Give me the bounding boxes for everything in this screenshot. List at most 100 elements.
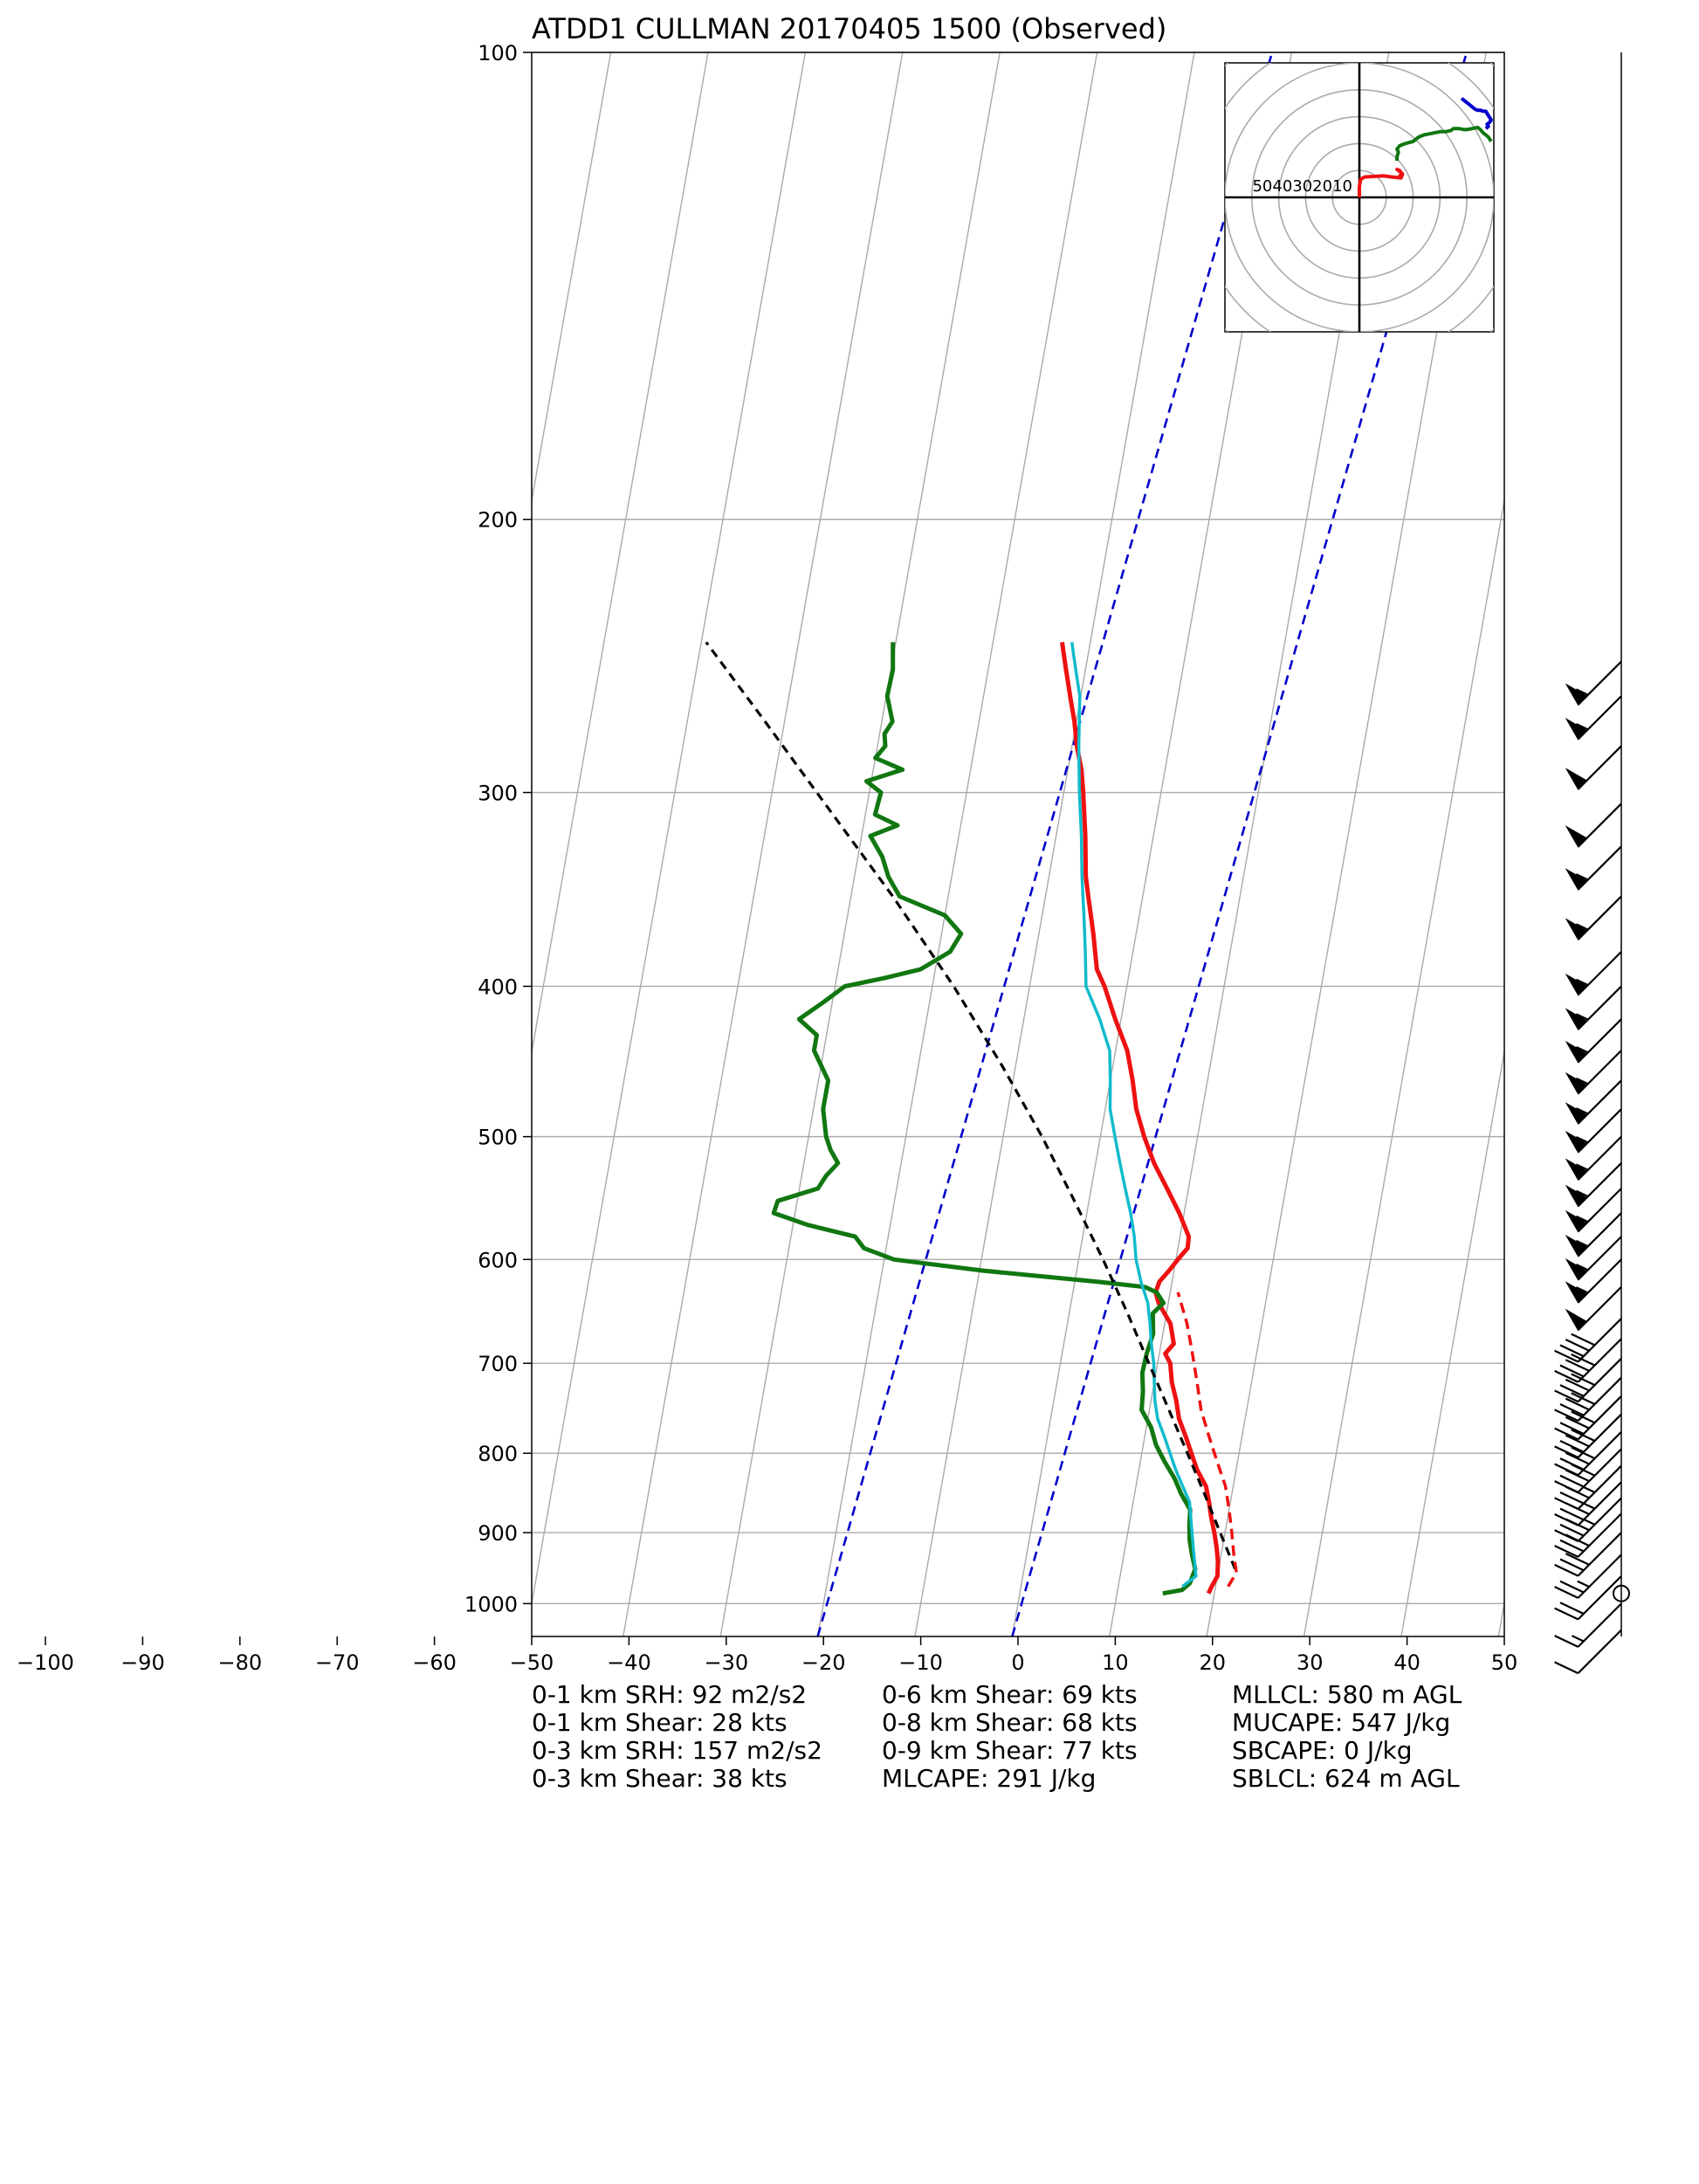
x-tick-label: −10 — [898, 1650, 943, 1675]
isotherm-40 — [1400, 1048, 1504, 1636]
barb-pennant — [1565, 868, 1588, 891]
barb-full — [1559, 1580, 1585, 1594]
stat-shear-0-9: 0-9 km Shear: 77 kts — [882, 1736, 1138, 1765]
barb-shaft — [1577, 1464, 1622, 1510]
parcel-line — [705, 641, 1237, 1570]
barb-shaft — [1577, 1512, 1622, 1558]
barb-pennant — [1565, 717, 1588, 741]
isotherm--100 — [39, 52, 319, 1636]
isotherm--130 — [0, 52, 27, 1636]
stat-mucape: MUCAPE: 547 J/kg — [1232, 1708, 1451, 1737]
barb-full — [1559, 1439, 1585, 1453]
barb-pennant — [1565, 1184, 1588, 1208]
barb-full — [1554, 1409, 1579, 1423]
barb-shaft — [1577, 1602, 1622, 1648]
stat-srh-0-1: 0-1 km SRH: 92 m2/s2 — [532, 1680, 808, 1709]
barb-full — [1559, 1491, 1585, 1505]
barb-half — [1575, 1013, 1589, 1021]
barb-full — [1565, 1502, 1590, 1516]
wind-barb — [1565, 895, 1622, 940]
barb-full — [1559, 1602, 1585, 1615]
barb-pennant — [1565, 918, 1588, 940]
barb-pennant — [1565, 1257, 1588, 1281]
y-tick-label: 500 — [478, 1126, 518, 1150]
wind-barb — [1565, 1212, 1622, 1257]
barb-pennant — [1565, 1234, 1588, 1257]
stat-srh-0-3: 0-3 km SRH: 157 m2/s2 — [532, 1736, 822, 1765]
isotherm--40 — [623, 52, 904, 1636]
barb-shaft — [1577, 1376, 1622, 1422]
x-axis: −100 −90 −80 −70 −60 −50 −40 −30 −20 −10 0 10 20 30 40… — [17, 1636, 1517, 1675]
barb-pennant — [1565, 1008, 1588, 1030]
barb-full — [1554, 1607, 1579, 1621]
wind-barb — [1565, 985, 1622, 1030]
x-tick-label: −60 — [412, 1650, 457, 1675]
y-tick-label: 100 — [478, 41, 518, 65]
barb-half — [1575, 1045, 1589, 1054]
wind-barb — [1565, 745, 1622, 790]
x-tick-label: −90 — [120, 1650, 165, 1675]
wind-barb — [1554, 1532, 1622, 1577]
profile-layer — [705, 641, 1238, 1596]
barb-shaft — [1577, 1448, 1622, 1493]
barb-pennant — [1565, 683, 1588, 706]
dewpoint-line — [771, 642, 1198, 1596]
guide-line — [816, 52, 1274, 1636]
barb-full — [1571, 1410, 1596, 1424]
barb-pennant — [1565, 1281, 1588, 1304]
barb-half — [1575, 722, 1589, 731]
barb-full — [1565, 1378, 1590, 1392]
barb-full — [1554, 1586, 1579, 1599]
barb-full — [1554, 1445, 1579, 1459]
isotherm--120 — [0, 52, 125, 1636]
stat-shear-0-8: 0-8 km Shear: 68 kts — [882, 1708, 1138, 1737]
hodograph-mid — [1395, 125, 1493, 162]
barb-full — [1559, 1523, 1585, 1537]
y-tick-label: 700 — [478, 1352, 518, 1376]
stat-shear-0-1: 0-1 km Shear: 28 kts — [532, 1708, 788, 1737]
barb-full — [1571, 1429, 1596, 1442]
wind-barb — [1554, 1376, 1622, 1423]
barb-full — [1559, 1474, 1585, 1488]
barb-full — [1571, 1446, 1596, 1460]
barb-shaft — [1577, 1497, 1622, 1542]
barb-full — [1571, 1373, 1596, 1387]
wetbulb-line — [1070, 642, 1198, 1588]
barb-full — [1559, 1539, 1585, 1553]
barb-full — [1565, 1553, 1590, 1566]
barb-full — [1554, 1349, 1579, 1363]
x-tick-label: −70 — [315, 1650, 360, 1675]
barb-pennant — [1565, 1209, 1588, 1233]
barb-full — [1565, 1451, 1590, 1465]
y-tick-label: 200 — [478, 508, 518, 533]
hodograph-ring-labels: 5040302010 — [1252, 177, 1352, 196]
virtual_temperature-line — [1176, 1292, 1238, 1588]
barb-full — [1559, 1507, 1585, 1521]
grid-layer — [0, 52, 1504, 1636]
barb-half — [1575, 1215, 1589, 1223]
chart-title: ATDD1 CULLMAN 20170405 1500 (Observed) — [532, 12, 1166, 45]
wind-barb — [1565, 1188, 1622, 1233]
y-axis: 100 200 300 400 500 600 700 800 900 1000 — [464, 41, 532, 1616]
x-tick-label: −40 — [607, 1650, 651, 1675]
barb-half — [1575, 1107, 1589, 1115]
y-tick-label: 800 — [478, 1442, 518, 1466]
barb-full — [1554, 1545, 1579, 1558]
barb-full — [1571, 1392, 1596, 1405]
isotherm--50 — [532, 52, 807, 1608]
isotherm--90 — [137, 52, 416, 1636]
barb-half — [1575, 688, 1589, 696]
barb-shaft — [1577, 1318, 1622, 1363]
stats-column-1: 0-1 km SRH: 92 m2/s2 0-1 km Shear: 28 kt… — [532, 1681, 822, 1793]
barb-half — [1575, 1135, 1589, 1144]
wind-barb — [1565, 1050, 1622, 1095]
wind-barb — [1554, 1554, 1622, 1599]
wind-barbs — [1554, 660, 1630, 1675]
wind-barb — [1565, 845, 1622, 891]
stat-shear-0-6: 0-6 km Shear: 69 kts — [882, 1680, 1138, 1709]
y-tick-label: 1000 — [464, 1592, 518, 1616]
barb-half — [1582, 1518, 1596, 1526]
x-tick-label: −50 — [510, 1650, 554, 1675]
wind-barb — [1554, 1357, 1622, 1403]
wind-barb — [1565, 1018, 1622, 1064]
